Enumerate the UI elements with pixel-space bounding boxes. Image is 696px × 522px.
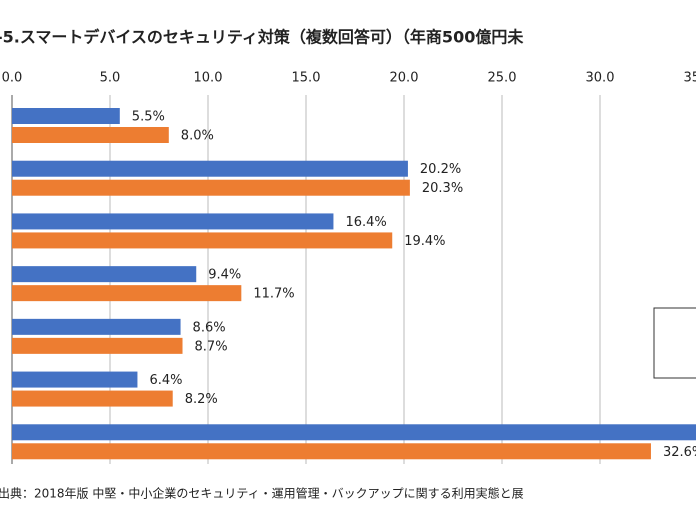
bar (12, 160, 408, 177)
value-label: 8.6% (193, 320, 226, 335)
source-note: 出典：2018年版 中堅・中小企業のセキュリティ・運用管理・バックアップに関する… (0, 486, 524, 501)
value-label: 16.4% (345, 215, 386, 230)
value-label: 6.4% (149, 373, 182, 388)
bar (12, 266, 197, 283)
value-label: 32.6% (663, 445, 696, 460)
value-label: 8.7% (195, 339, 228, 354)
bar (12, 232, 393, 249)
bar (12, 318, 181, 335)
bar (12, 285, 242, 302)
x-tick-label: 15.0 (292, 71, 321, 86)
value-label: 8.2% (185, 392, 218, 407)
x-tick-label: 5.0 (100, 71, 121, 86)
legend-box (653, 307, 696, 379)
x-tick-label: 0.0 (2, 71, 23, 86)
value-label: 8.0% (181, 129, 214, 144)
bar (12, 179, 410, 196)
value-label: 9.4% (208, 268, 241, 283)
value-label: 19.4% (404, 234, 445, 249)
bar (12, 424, 696, 441)
x-tick-label: 10.0 (194, 71, 223, 86)
x-tick-label: 35.0 (684, 71, 696, 86)
chart-title: -5.スマートデバイスのセキュリティ対策（複数回答可）（年商500億円未 (0, 28, 523, 47)
bar (12, 108, 120, 124)
bar (12, 390, 173, 407)
value-label: 20.3% (422, 181, 463, 196)
bar (12, 371, 138, 388)
bar (12, 443, 651, 460)
x-tick-label: 25.0 (488, 71, 517, 86)
bar (12, 213, 334, 230)
bar (12, 127, 169, 143)
x-tick-label: 30.0 (586, 71, 615, 86)
bar (12, 337, 183, 354)
value-label: 20.2% (420, 162, 461, 177)
value-label: 11.7% (253, 287, 294, 302)
value-label: 5.5% (132, 110, 165, 125)
x-tick-label: 20.0 (390, 71, 419, 86)
